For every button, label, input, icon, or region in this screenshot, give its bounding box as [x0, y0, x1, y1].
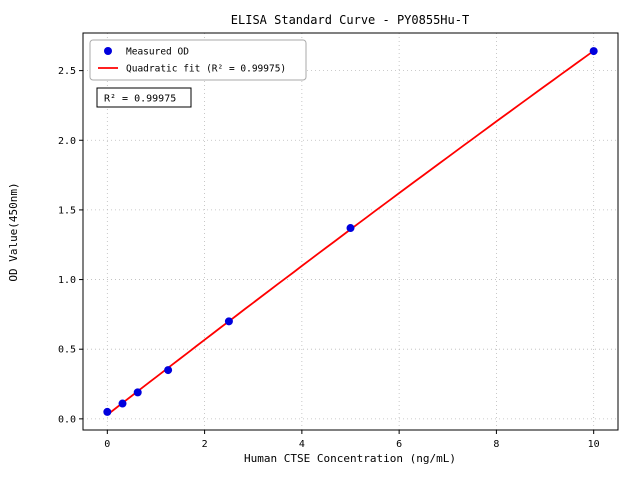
y-tick-label: 0.0: [58, 414, 76, 425]
y-tick-label: 2.0: [58, 136, 76, 147]
data-point: [133, 388, 142, 397]
x-tick-label: 10: [588, 439, 600, 450]
data-point: [103, 407, 112, 416]
r-squared-annotation-text: R² = 0.99975: [104, 94, 176, 105]
data-point: [164, 366, 173, 375]
r-squared-annotation-box: [96, 87, 192, 108]
legend-box: [89, 39, 307, 81]
plot-layer: 0 2 4 6 8 10 0.0 0.5 1.0 1.5 2.0 2.5 Measured OD Quad…: [58, 32, 619, 450]
legend-label-measured-od: Measured OD: [126, 47, 189, 58]
y-tick-label: 0.5: [58, 345, 76, 356]
data-point: [346, 224, 355, 233]
y-tick-label: 1.0: [58, 275, 76, 286]
x-tick-label: 0: [104, 439, 110, 450]
data-point: [118, 399, 127, 408]
data-point: [589, 47, 598, 56]
x-tick-label: 8: [493, 439, 499, 450]
chart-title: ELISA Standard Curve - PY0855Hu-T: [231, 13, 469, 27]
y-tick-label: 2.5: [58, 66, 76, 77]
y-axis-label: OD Value(450nm): [7, 182, 20, 281]
axes-frame: [82, 32, 619, 431]
legend-dot-marker-icon: [104, 47, 112, 55]
x-tick-label: 4: [299, 439, 305, 450]
x-axis-label: Human CTSE Concentration (ng/mL): [244, 452, 456, 465]
y-tick-label: 1.5: [58, 205, 76, 216]
x-tick-label: 2: [202, 439, 208, 450]
data-point: [224, 317, 233, 326]
legend-label-quadratic-fit: Quadratic fit (R² = 0.99975): [126, 64, 286, 75]
x-tick-label: 6: [396, 439, 402, 450]
